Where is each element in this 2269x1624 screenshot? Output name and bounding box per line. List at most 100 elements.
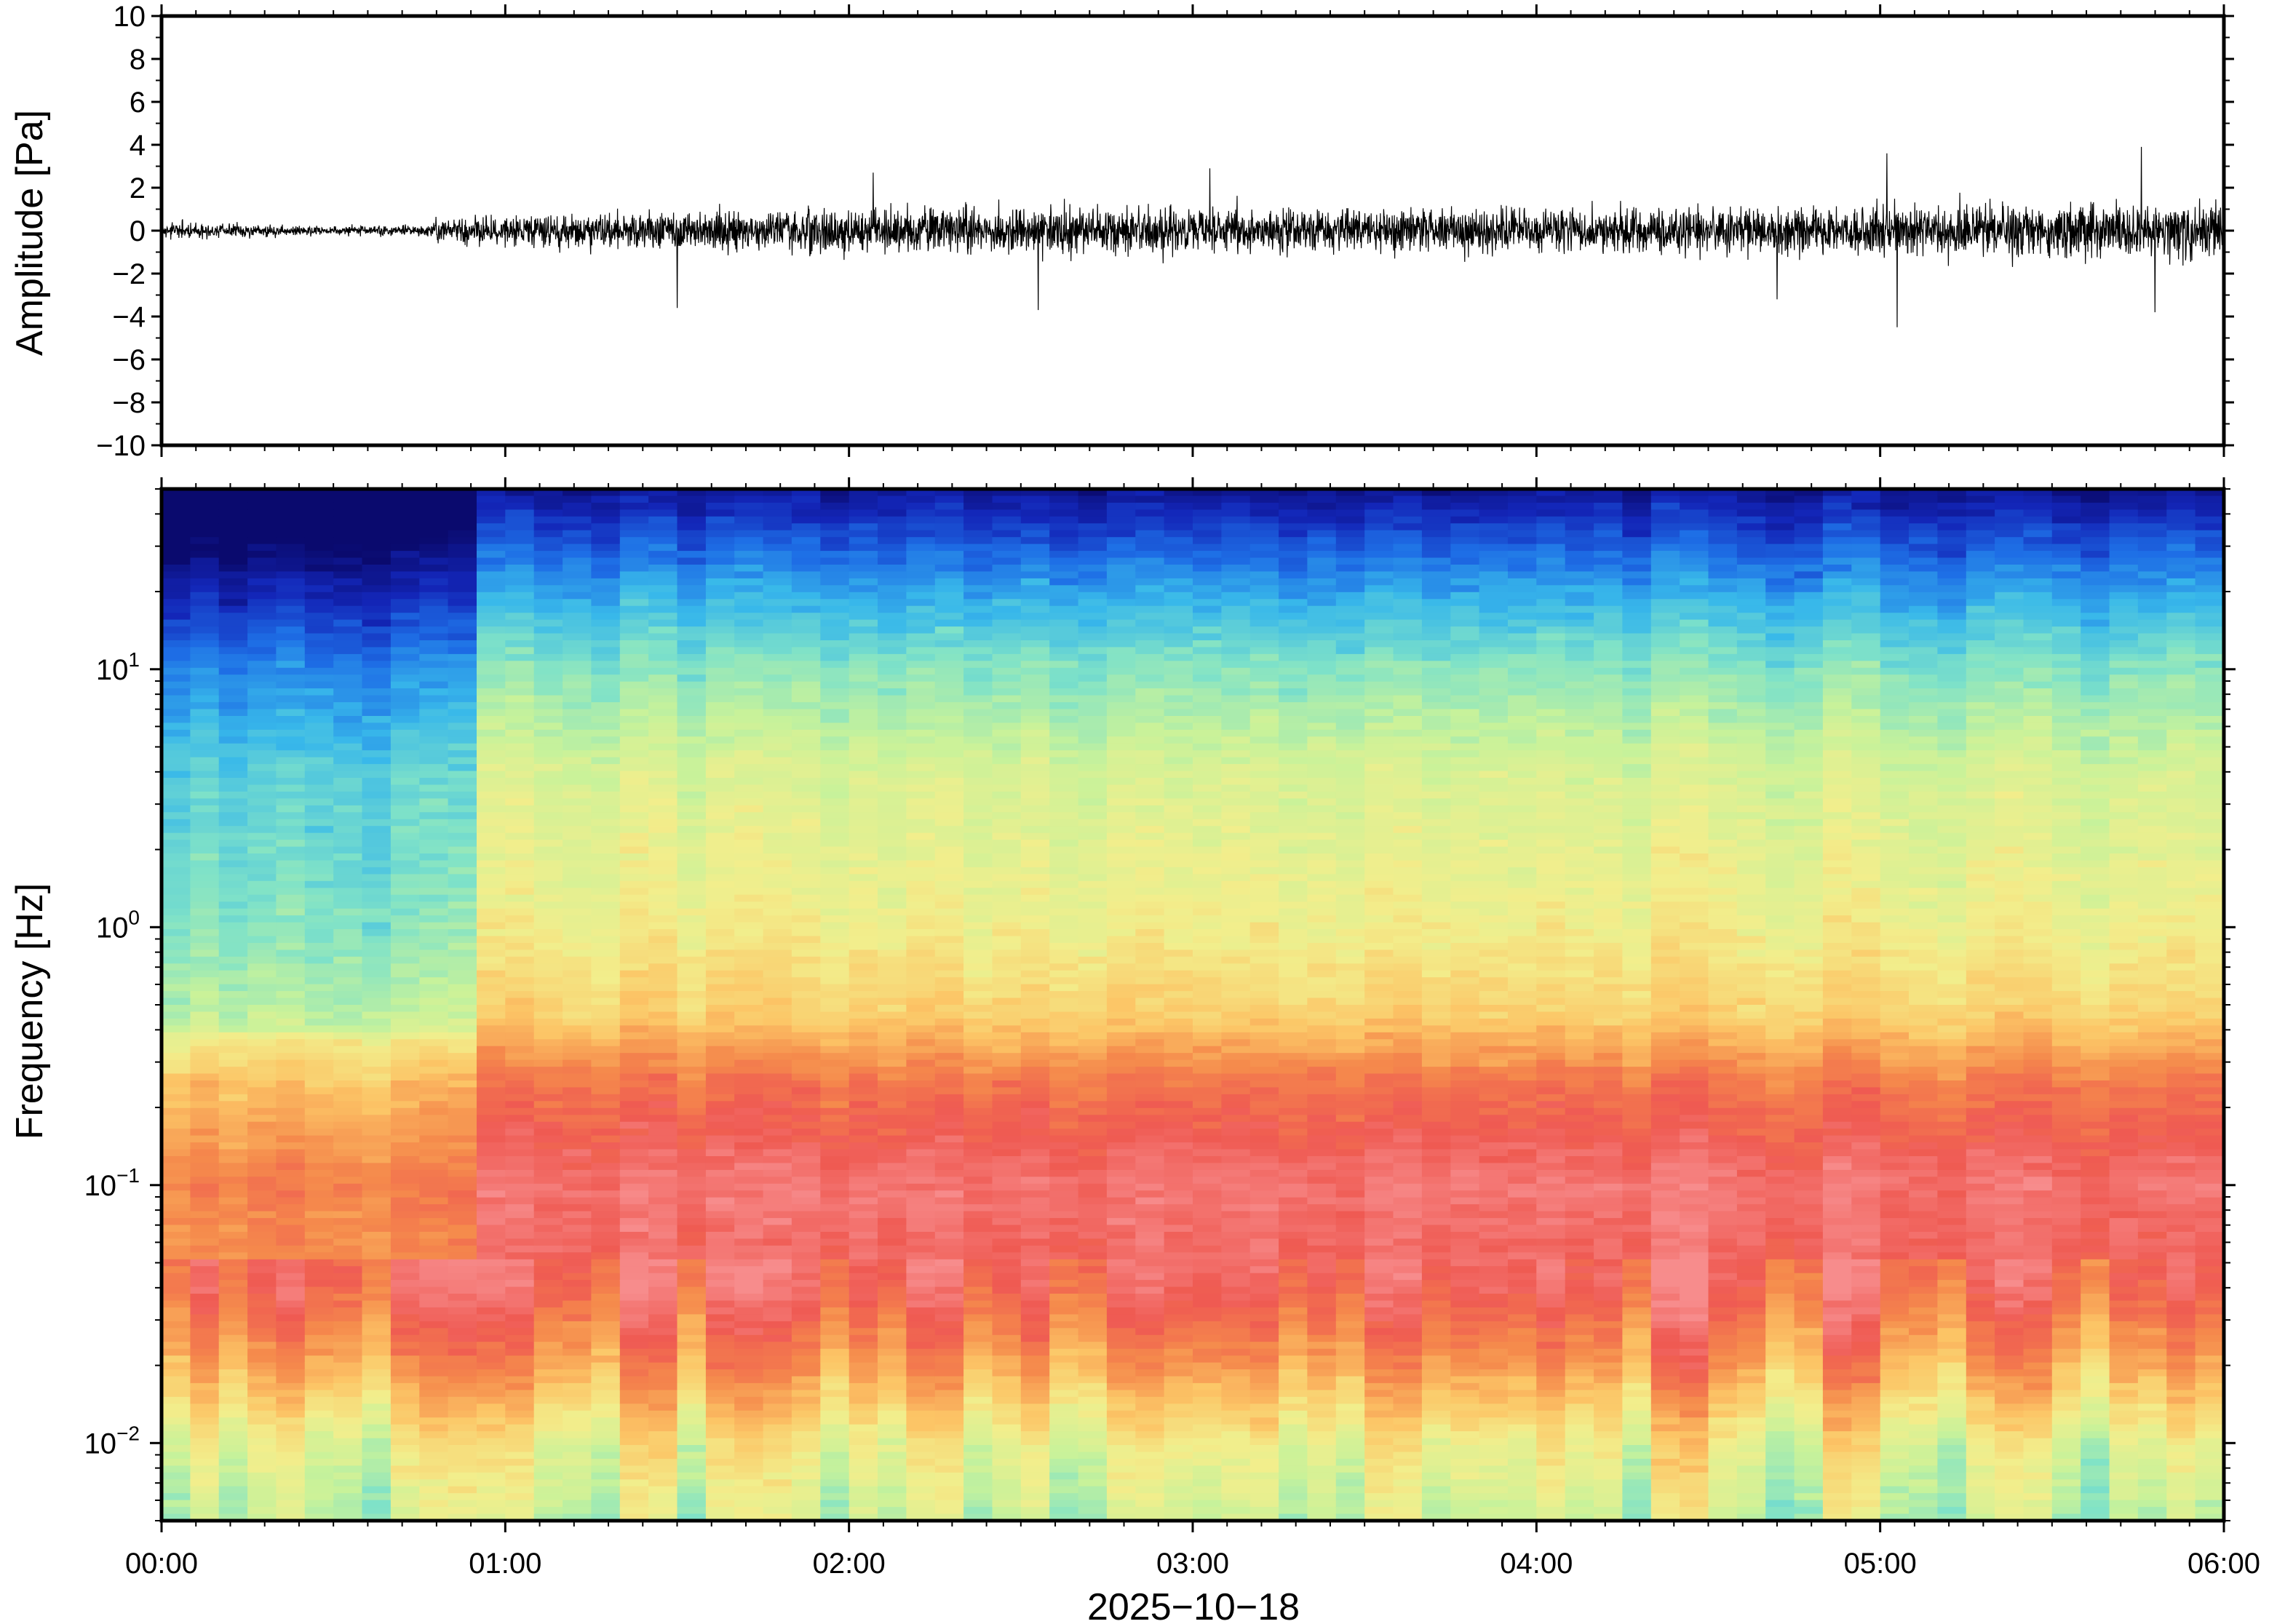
spectrogram-cell bbox=[906, 1390, 936, 1398]
spectrogram-cell bbox=[734, 667, 764, 676]
spectrogram-cell bbox=[677, 798, 707, 806]
spectrogram-cell bbox=[477, 1280, 506, 1288]
spectrogram-cell bbox=[734, 929, 764, 937]
spectrogram-cell bbox=[505, 1479, 535, 1487]
spectrogram-cell bbox=[763, 984, 792, 992]
spectrogram-cell bbox=[934, 681, 964, 689]
spectrogram-cell bbox=[648, 1376, 678, 1384]
spectrogram-cell bbox=[763, 805, 792, 813]
spectrogram-cell bbox=[934, 1500, 964, 1508]
spectrogram-cell bbox=[247, 619, 277, 627]
spectrogram-cell bbox=[820, 840, 850, 848]
spectrogram-cell bbox=[563, 1465, 592, 1473]
spectrogram-cell bbox=[849, 750, 878, 758]
spectrogram-cell bbox=[906, 544, 936, 552]
spectrogram-cell bbox=[591, 874, 621, 882]
spectrogram-cell bbox=[906, 764, 936, 772]
spectrogram-cell bbox=[849, 784, 878, 792]
spectrogram-cell bbox=[648, 571, 678, 579]
spectrogram-cell bbox=[533, 1225, 563, 1233]
spectrogram-cell bbox=[362, 922, 392, 930]
spectrogram-cell bbox=[705, 888, 736, 896]
spectrogram-cell bbox=[1049, 674, 1079, 682]
spectrogram-cell bbox=[705, 578, 736, 586]
spectrogram-cell bbox=[1020, 1053, 1050, 1061]
spectrogram-cell bbox=[705, 709, 736, 717]
spectrogram-cell bbox=[1049, 1218, 1079, 1226]
spectrogram-cell bbox=[591, 1135, 621, 1143]
spectrogram-cell bbox=[505, 936, 535, 944]
spectrogram-cell bbox=[906, 509, 936, 517]
spectrogram-cell bbox=[878, 599, 907, 607]
spectrogram-cell bbox=[162, 826, 191, 834]
spectrogram-cell bbox=[820, 757, 850, 765]
spectrogram-cell bbox=[419, 709, 449, 717]
spectrogram-cell bbox=[992, 901, 1022, 909]
spectrogram-cell bbox=[276, 695, 306, 703]
spectrogram-cell bbox=[878, 750, 907, 758]
spectrogram-cell bbox=[1020, 565, 1050, 573]
spectrogram-cell bbox=[934, 1472, 964, 1481]
amplitude-tick-label: 2 bbox=[130, 172, 146, 204]
spectrogram-cell bbox=[304, 613, 334, 621]
spectrogram-cell bbox=[791, 1452, 822, 1460]
spectrogram-cell bbox=[791, 1129, 822, 1137]
spectrogram-cell bbox=[218, 495, 248, 503]
spectrogram-cell bbox=[648, 936, 678, 944]
spectrogram-cell bbox=[218, 908, 248, 916]
spectrogram-cell bbox=[619, 1238, 649, 1246]
spectrogram-cell bbox=[934, 736, 964, 744]
spectrogram-cell bbox=[705, 984, 736, 992]
spectrogram-cell bbox=[763, 1356, 792, 1364]
spectrogram-cell bbox=[992, 599, 1022, 607]
spectrogram-cell bbox=[992, 1314, 1022, 1322]
spectrogram-cell bbox=[162, 1011, 191, 1019]
spectrogram-cell bbox=[533, 688, 563, 696]
spectrogram-cell bbox=[448, 537, 477, 545]
spectrogram-cell bbox=[791, 1342, 822, 1350]
spectrogram-cell bbox=[390, 1094, 421, 1102]
spectrogram-cell bbox=[162, 915, 191, 923]
spectrogram-cell bbox=[563, 1431, 592, 1439]
spectrogram-cell bbox=[505, 998, 535, 1006]
spectrogram-cell bbox=[333, 1307, 363, 1315]
spectrogram-cell bbox=[304, 1163, 334, 1171]
spectrogram-cell bbox=[619, 853, 649, 861]
spectrogram-cell bbox=[878, 1107, 907, 1116]
spectrogram-cell bbox=[992, 1163, 1022, 1171]
spectrogram-cell bbox=[619, 736, 649, 744]
spectrogram-cell bbox=[791, 1094, 822, 1102]
spectrogram-cell bbox=[963, 1307, 993, 1315]
spectrogram-cell bbox=[820, 619, 850, 627]
spectrogram-cell bbox=[734, 805, 764, 813]
spectrogram-cell bbox=[505, 1314, 535, 1322]
spectrogram-cell bbox=[791, 537, 822, 545]
spectrogram-cell bbox=[477, 1135, 506, 1143]
spectrogram-cell bbox=[390, 1238, 421, 1246]
spectrogram-cell bbox=[648, 812, 678, 820]
amplitude-tick-label: 6 bbox=[130, 87, 146, 119]
spectrogram-cell bbox=[533, 826, 563, 834]
spectrogram-cell bbox=[677, 977, 707, 985]
spectrogram-cell bbox=[849, 1479, 878, 1487]
spectrogram-cell bbox=[419, 681, 449, 689]
spectrogram-cell bbox=[619, 901, 649, 909]
spectrogram-cell bbox=[677, 984, 707, 992]
spectrogram-cell bbox=[304, 1348, 334, 1356]
spectrogram-cell bbox=[362, 626, 392, 634]
spectrogram-cell bbox=[677, 791, 707, 800]
spectrogram-cell bbox=[276, 1011, 306, 1019]
spectrogram-cell bbox=[218, 1431, 248, 1439]
spectrogram-cell bbox=[505, 1362, 535, 1370]
spectrogram-cell bbox=[390, 709, 421, 717]
spectrogram-cell bbox=[906, 1046, 936, 1054]
spectrogram-cell bbox=[734, 1039, 764, 1047]
spectrogram-cell bbox=[705, 1458, 736, 1467]
spectrogram-cell bbox=[276, 894, 306, 902]
spectrogram-cell bbox=[304, 619, 334, 627]
spectrogram-cell bbox=[276, 922, 306, 930]
spectrogram-cell bbox=[162, 1266, 191, 1274]
spectrogram-cell bbox=[1020, 1101, 1050, 1109]
spectrogram-cell bbox=[505, 894, 535, 902]
spectrogram-cell bbox=[906, 1286, 936, 1294]
